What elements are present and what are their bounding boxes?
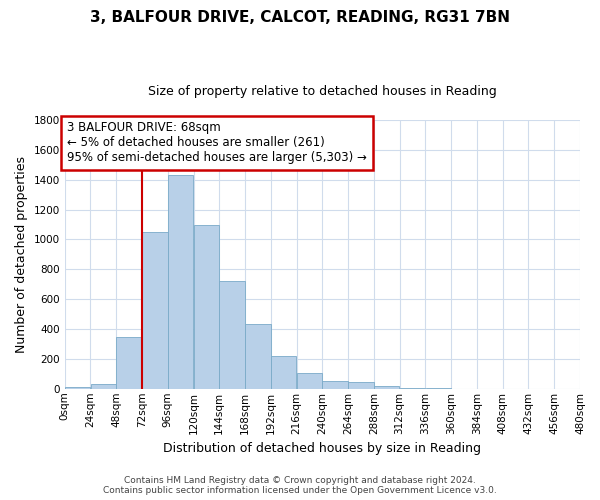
Bar bbox=[116, 336, 142, 389]
Bar bbox=[271, 356, 296, 389]
Bar bbox=[65, 386, 90, 389]
Bar bbox=[220, 282, 245, 389]
Bar bbox=[297, 373, 322, 389]
Bar bbox=[142, 232, 167, 389]
Bar bbox=[322, 380, 348, 389]
Text: Contains HM Land Registry data © Crown copyright and database right 2024.
Contai: Contains HM Land Registry data © Crown c… bbox=[103, 476, 497, 495]
X-axis label: Distribution of detached houses by size in Reading: Distribution of detached houses by size … bbox=[163, 442, 481, 455]
Bar bbox=[374, 386, 400, 389]
Text: 3, BALFOUR DRIVE, CALCOT, READING, RG31 7BN: 3, BALFOUR DRIVE, CALCOT, READING, RG31 … bbox=[90, 10, 510, 25]
Bar bbox=[91, 384, 116, 389]
Bar bbox=[400, 388, 425, 389]
Bar bbox=[245, 324, 271, 389]
Y-axis label: Number of detached properties: Number of detached properties bbox=[15, 156, 28, 353]
Bar bbox=[348, 382, 374, 389]
Title: Size of property relative to detached houses in Reading: Size of property relative to detached ho… bbox=[148, 85, 497, 98]
Bar bbox=[194, 224, 219, 389]
Text: 3 BALFOUR DRIVE: 68sqm
← 5% of detached houses are smaller (261)
95% of semi-det: 3 BALFOUR DRIVE: 68sqm ← 5% of detached … bbox=[67, 122, 367, 164]
Bar bbox=[168, 175, 193, 389]
